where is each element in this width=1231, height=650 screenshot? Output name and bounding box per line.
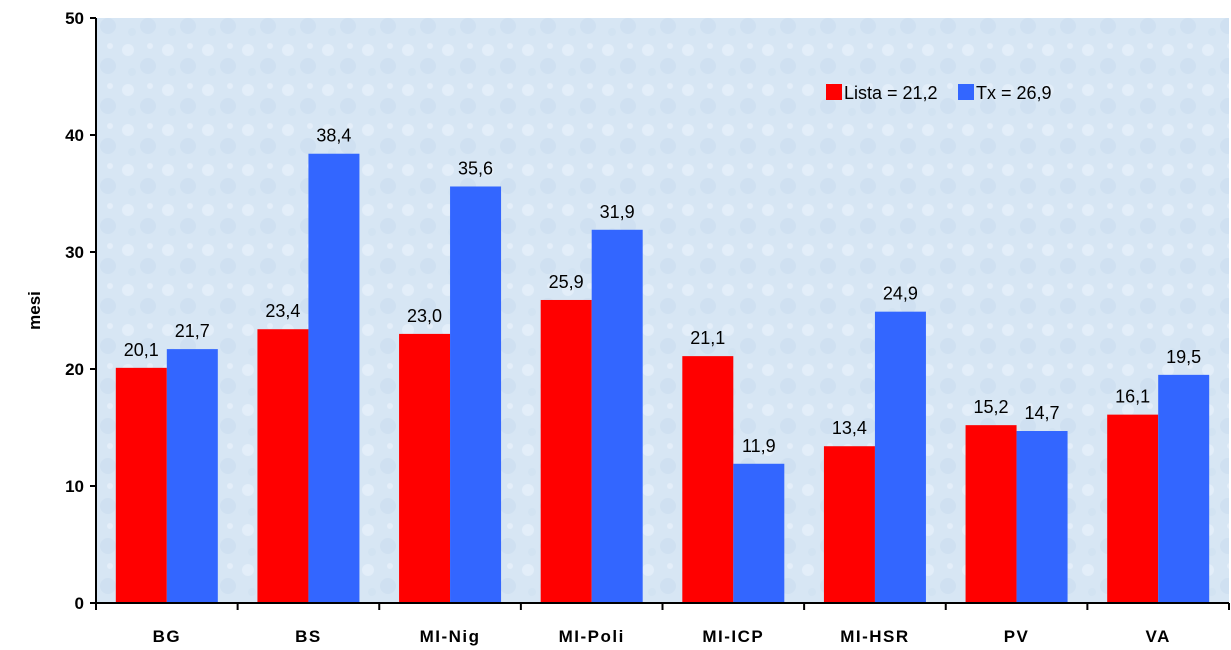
legend-swatch-lista xyxy=(826,84,842,100)
bar-lista-bs xyxy=(257,329,309,603)
bar-lista-mi-icp xyxy=(682,356,734,603)
data-label: 11,9 xyxy=(742,436,776,456)
bar-lista-bg xyxy=(115,367,167,603)
bar-tx-bg xyxy=(166,349,218,603)
x-tick-label: BG xyxy=(153,627,182,646)
bar-tx-va xyxy=(1158,374,1210,603)
data-label: 38,4 xyxy=(316,126,351,146)
x-tick-label: MI-Nig xyxy=(420,627,481,646)
bar-tx-bs xyxy=(308,153,360,603)
x-tick-label: VA xyxy=(1146,627,1171,646)
data-label: 25,9 xyxy=(549,272,584,292)
y-tick-label: 20 xyxy=(65,360,84,379)
x-tick-label: MI-HSR xyxy=(840,627,909,646)
data-label: 15,2 xyxy=(974,397,1009,417)
bar-lista-mi-hsr xyxy=(823,446,875,603)
data-label: 20,1 xyxy=(124,340,159,360)
bar-tx-mi-hsr xyxy=(874,311,926,603)
y-tick-label: 10 xyxy=(65,477,84,496)
bar-lista-pv xyxy=(965,425,1017,603)
bar-tx-mi-nig xyxy=(450,186,502,604)
x-tick-label: PV xyxy=(1004,627,1030,646)
data-label: 21,1 xyxy=(690,328,725,348)
data-label: 16,1 xyxy=(1115,387,1150,407)
data-label: 31,9 xyxy=(600,202,635,222)
data-label: 23,4 xyxy=(265,301,300,321)
bar-tx-mi-poli xyxy=(591,229,643,603)
data-label: 14,7 xyxy=(1025,403,1060,423)
data-label: 24,9 xyxy=(883,284,918,304)
data-label: 19,5 xyxy=(1166,347,1201,367)
bar-lista-va xyxy=(1107,414,1159,603)
y-tick-label: 30 xyxy=(65,243,84,262)
y-tick-label: 50 xyxy=(65,9,84,28)
bar-tx-mi-icp xyxy=(733,463,785,603)
bar-lista-mi-nig xyxy=(399,333,451,603)
data-label: 35,6 xyxy=(458,158,493,178)
legend-swatch-tx xyxy=(958,84,974,100)
x-tick-label: BS xyxy=(295,627,322,646)
bar-lista-mi-poli xyxy=(540,299,592,603)
legend: Lista = 21,2 Tx = 26,9 xyxy=(826,83,1052,103)
y-tick-label: 40 xyxy=(65,126,84,145)
data-label: 23,0 xyxy=(407,306,442,326)
legend-label-lista: Lista = 21,2 xyxy=(844,83,938,103)
x-tick-label: MI-ICP xyxy=(702,627,764,646)
data-label: 21,7 xyxy=(175,321,210,341)
x-tick-label: MI-Poli xyxy=(559,627,625,646)
legend-label-tx: Tx = 26,9 xyxy=(976,83,1052,103)
y-tick-label: 0 xyxy=(75,594,84,613)
bar-tx-pv xyxy=(1016,431,1068,603)
y-axis-label: mesi xyxy=(25,291,44,330)
data-label: 13,4 xyxy=(832,418,867,438)
